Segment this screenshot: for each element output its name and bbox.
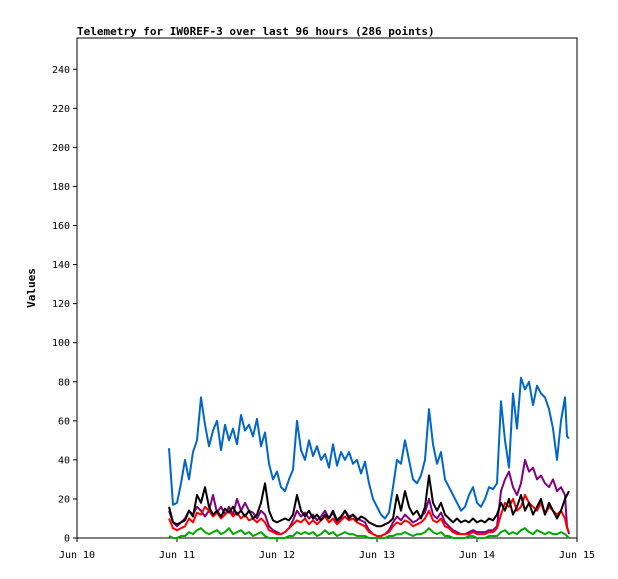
x-tick-label: Jun 10 [59, 550, 95, 561]
y-tick-label: 220 [52, 104, 70, 115]
y-tick-label: 0 [64, 534, 70, 545]
x-tick-label: Jun 12 [259, 550, 295, 561]
y-tick-label: 40 [58, 455, 70, 466]
series-line-5 [168, 527, 570, 539]
y-tick-label: 140 [52, 260, 70, 271]
series-lines [168, 376, 570, 539]
x-tick-label: Jun 11 [159, 550, 195, 561]
y-axis-label: Values [25, 268, 38, 308]
x-tick-label: Jun 13 [359, 550, 395, 561]
y-axis: 0 20 40 60 80 100 120 140 160 180 200 220 240 [52, 65, 77, 545]
y-tick-label: 160 [52, 221, 70, 232]
y-tick-label: 120 [52, 299, 70, 310]
series-line-4 [168, 474, 570, 528]
y-tick-label: 200 [52, 143, 70, 154]
series-line-1 [168, 376, 570, 520]
y-tick-label: 20 [58, 494, 70, 505]
y-tick-label: 60 [58, 416, 70, 427]
y-tick-label: 80 [58, 377, 70, 388]
plot-area-frame [76, 37, 578, 539]
y-tick-label: 180 [52, 182, 70, 193]
x-tick-label: Jun 15 [559, 550, 595, 561]
x-tick-label: Jun 14 [459, 550, 495, 561]
chart-title: Telemetry for IW0REF-3 over last 96 hour… [77, 25, 435, 38]
y-tick-label: 100 [52, 338, 70, 349]
x-axis: Jun 10 Jun 11 Jun 12 Jun 13 Jun 14 Jun 15 [59, 538, 595, 561]
y-tick-label: 240 [52, 65, 70, 76]
